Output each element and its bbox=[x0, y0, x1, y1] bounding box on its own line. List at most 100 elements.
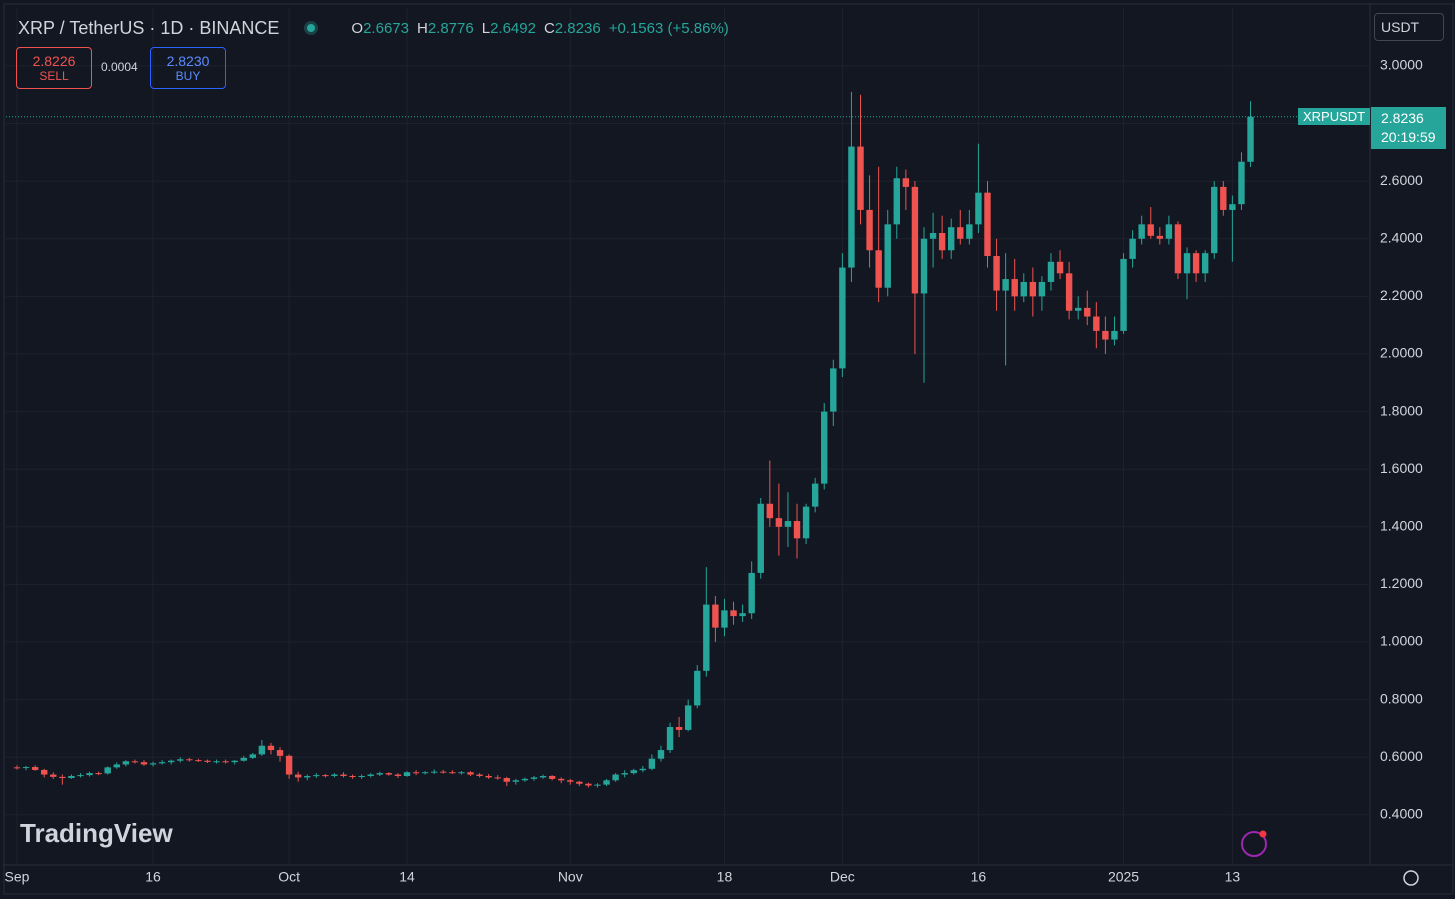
ohlc-value: 2.8776 bbox=[427, 19, 474, 37]
y-tick-label: 1.4000 bbox=[1380, 518, 1423, 534]
candle-body bbox=[866, 209, 873, 251]
candle-body bbox=[1056, 261, 1064, 274]
candle-body bbox=[467, 772, 474, 775]
candle-body bbox=[703, 604, 710, 671]
price-tag: 2.8236 20:19:59 bbox=[1371, 107, 1446, 149]
candle-body bbox=[77, 775, 84, 777]
y-tick-label: 1.0000 bbox=[1380, 633, 1423, 649]
candle-body bbox=[440, 771, 447, 773]
candle-body bbox=[938, 232, 946, 251]
candle-body bbox=[585, 783, 592, 786]
y-tick-label: 2.4000 bbox=[1380, 229, 1423, 245]
sell-price: 2.8226 bbox=[32, 53, 76, 69]
candle-body bbox=[41, 769, 48, 775]
ohlc-value: 2.6673 bbox=[363, 19, 409, 37]
x-tick-label: 14 bbox=[399, 869, 415, 885]
candle-body bbox=[50, 774, 57, 777]
candle-body bbox=[567, 780, 574, 782]
candle-body bbox=[1011, 279, 1018, 297]
candle-body bbox=[666, 727, 674, 751]
candle-body bbox=[140, 762, 148, 765]
x-tick-label: 2025 bbox=[1108, 869, 1139, 885]
candle-body bbox=[748, 572, 755, 614]
x-tick-label: Nov bbox=[558, 869, 583, 885]
ohlc-value: 2.6492 bbox=[490, 19, 536, 37]
x-tick-label: 16 bbox=[145, 869, 161, 885]
candle-body bbox=[276, 750, 284, 756]
symbol[interactable]: XRP / TetherUS · 1D · BINANCE bbox=[18, 17, 280, 38]
x-tick-label: Oct bbox=[278, 869, 300, 885]
candle-body bbox=[920, 238, 928, 294]
candle-body bbox=[177, 759, 184, 761]
candle-body bbox=[911, 186, 919, 294]
candle-body bbox=[1093, 316, 1100, 331]
y-tick-label: 2.2000 bbox=[1380, 287, 1423, 303]
candle-body bbox=[1120, 258, 1127, 331]
candle-body bbox=[367, 774, 374, 776]
candle-body bbox=[675, 727, 683, 730]
candle-body bbox=[721, 610, 728, 628]
candle-body bbox=[86, 773, 93, 776]
candle-body bbox=[340, 774, 347, 776]
candle-body bbox=[59, 776, 66, 779]
buy-button[interactable]: 2.8230 BUY bbox=[150, 47, 226, 89]
candle-body bbox=[231, 760, 238, 763]
candle-body bbox=[331, 774, 338, 776]
candle-body bbox=[929, 232, 937, 239]
alert-icon bbox=[1241, 831, 1267, 857]
candle-body bbox=[449, 772, 456, 774]
candle-body bbox=[1247, 116, 1254, 162]
y-tick-label: 1.6000 bbox=[1380, 460, 1423, 476]
candle-body bbox=[1029, 281, 1037, 297]
candle-body bbox=[1038, 281, 1046, 297]
symbol-tag: XRPUSDT bbox=[1298, 108, 1371, 125]
candle-body bbox=[358, 775, 365, 777]
currency-select[interactable]: USDT bbox=[1374, 13, 1444, 41]
candle-body bbox=[186, 759, 193, 761]
candle-body bbox=[1229, 204, 1236, 210]
candle-body bbox=[766, 503, 774, 519]
candle-body bbox=[22, 767, 30, 769]
candle-body bbox=[1020, 281, 1027, 297]
candle-body bbox=[1047, 261, 1055, 282]
candle-body bbox=[802, 506, 810, 539]
candle-body bbox=[694, 670, 701, 706]
candle-body bbox=[639, 768, 647, 771]
candle-body bbox=[503, 778, 510, 782]
price: 2.8236 bbox=[1381, 110, 1424, 126]
candle-body bbox=[249, 754, 257, 758]
candle-body bbox=[113, 764, 120, 768]
candle-body bbox=[1220, 186, 1227, 210]
candle-body bbox=[1183, 253, 1191, 274]
candle-body bbox=[222, 761, 229, 763]
candle-body bbox=[122, 761, 130, 765]
alert-dot bbox=[1259, 830, 1267, 838]
watermark: TradingView bbox=[20, 818, 173, 848]
settings-icon bbox=[1403, 870, 1419, 886]
candle-body bbox=[793, 521, 801, 539]
y-tick-label: 1.2000 bbox=[1380, 575, 1423, 591]
buy-label: BUY bbox=[175, 69, 201, 83]
x-tick-label: Sep bbox=[5, 869, 30, 885]
candle-body bbox=[712, 604, 719, 628]
candle-body bbox=[548, 775, 556, 779]
plot-border bbox=[3, 3, 1454, 895]
candle-body bbox=[539, 775, 547, 778]
sell-button[interactable]: 2.8226 SELL bbox=[16, 47, 92, 89]
candle-body bbox=[839, 267, 846, 369]
candle-body bbox=[267, 745, 275, 751]
candle-body bbox=[821, 411, 828, 484]
candle-body bbox=[576, 781, 583, 784]
candle-body bbox=[158, 762, 166, 764]
candle-body bbox=[349, 775, 356, 777]
candle-body bbox=[1238, 161, 1245, 205]
y-tick-label: 0.4000 bbox=[1380, 806, 1423, 822]
candle-body bbox=[1138, 224, 1145, 239]
countdown: 20:19:59 bbox=[1381, 129, 1436, 145]
y-tick-label: 2.0000 bbox=[1380, 345, 1423, 361]
candle-body bbox=[1084, 307, 1091, 317]
candle-body bbox=[385, 773, 393, 775]
spread: 0.0004 bbox=[101, 60, 138, 74]
candle-body bbox=[530, 777, 538, 779]
